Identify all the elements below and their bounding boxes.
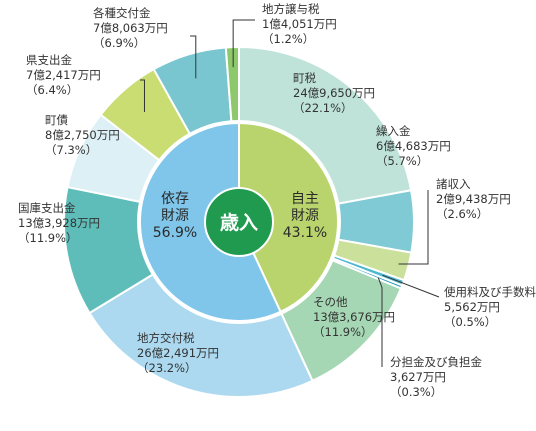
outer-label-6-line-1: 26億2,491万円 <box>137 346 219 360</box>
outer-label-3-line-0: 使用料及び手数料 <box>444 285 536 299</box>
leader-line-4 <box>377 277 383 367</box>
outer-label-2-line-0: 諸収入 <box>436 177 471 191</box>
outer-label-3-line-2: （0.5%） <box>444 315 496 329</box>
outer-label-1-line-1: 6億4,683万円 <box>376 139 451 153</box>
outer-labels: 町税24億9,650万円（22.1%）繰入金6億4,683万円（5.7%）諸収入… <box>18 2 536 399</box>
outer-label-9-line-2: （6.4%） <box>26 83 78 97</box>
outer-label-8-line-1: 8億2,750万円 <box>45 128 120 142</box>
leader-line-10 <box>190 35 197 79</box>
center-label: 歳入 <box>220 212 258 234</box>
outer-ring <box>63 45 415 398</box>
outer-label-11-line-2: （1.2%） <box>262 32 314 46</box>
outer-label-9-line-0: 県支出金 <box>26 53 72 67</box>
inner-label-0-line-1: 財源 <box>161 208 189 224</box>
outer-label-5-line-2: （11.9%） <box>313 325 373 339</box>
outer-label-4-line-1: 3,627万円 <box>390 370 446 384</box>
outer-label-10-line-1: 7億8,063万円 <box>93 21 168 35</box>
outer-label-1-line-0: 繰入金 <box>376 124 411 138</box>
outer-label-11-line-1: 1億4,051万円 <box>262 17 337 31</box>
outer-label-8-line-2: （7.3%） <box>45 143 97 157</box>
outer-label-8-line-0: 町債 <box>45 113 68 127</box>
outer-slice-6 <box>88 273 314 398</box>
outer-label-5-line-0: その他 <box>313 295 348 309</box>
outer-label-11-line-0: 地方譲与税 <box>262 2 320 16</box>
inner-label-0-line-0: 依存 <box>161 191 189 207</box>
inner-label-1-line-0: 自主 <box>291 191 319 207</box>
outer-label-6-line-2: （23.2%） <box>137 361 197 375</box>
leader-line-11 <box>232 19 255 68</box>
outer-label-0-line-1: 24億9,650万円 <box>293 86 375 100</box>
center-badge: 歳入 <box>204 187 274 257</box>
outer-label-0-line-2: （22.1%） <box>293 101 353 115</box>
center-circle <box>204 187 274 257</box>
inner-slice-self-funded <box>238 121 339 314</box>
outer-label-4-line-2: （0.3%） <box>390 385 442 399</box>
outer-label-3-line-1: 5,562万円 <box>444 300 500 314</box>
outer-label-9-line-1: 7億2,417万円 <box>26 68 101 82</box>
outer-label-1-line-2: （5.7%） <box>376 154 428 168</box>
leader-line-2 <box>398 190 429 265</box>
outer-label-7-line-0: 国庫支出金 <box>18 201 76 215</box>
outer-label-4-line-0: 分担金及び負担金 <box>390 355 482 369</box>
inner-label-1-line-2: 43.1% <box>283 225 327 241</box>
outer-label-10-line-0: 各種交付金 <box>93 6 151 20</box>
outer-label-5-line-1: 13億3,676万円 <box>313 310 395 324</box>
outer-label-6-line-0: 地方交付税 <box>137 331 195 345</box>
outer-slice-11 <box>224 45 240 123</box>
outer-label-2-line-2: （2.6%） <box>436 207 488 221</box>
leader-line-9 <box>140 79 145 113</box>
inner-label-1-line-1: 財源 <box>291 208 319 224</box>
outer-label-10-line-2: （6.9%） <box>93 36 145 50</box>
outer-label-7-line-2: （11.9%） <box>18 231 78 245</box>
inner-label-0-line-2: 56.9% <box>153 225 197 241</box>
leader-line-3 <box>382 274 440 298</box>
outer-label-0-line-0: 町税 <box>293 71 316 85</box>
leader-lines <box>140 19 440 367</box>
outer-label-2-line-1: 2億9,438万円 <box>436 192 511 206</box>
outer-label-7-line-1: 13億3,928万円 <box>18 216 100 230</box>
outer-slice-0 <box>238 45 413 205</box>
